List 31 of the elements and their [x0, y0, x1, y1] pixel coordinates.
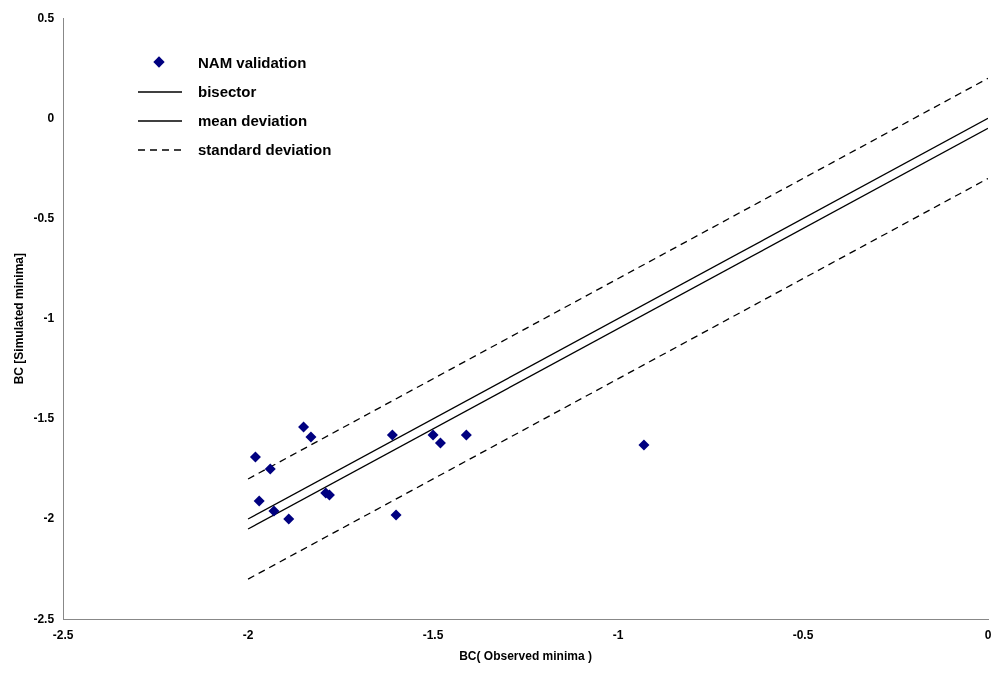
y-tick-label: -1.5	[33, 411, 55, 426]
x-tick-label: -0.5	[792, 627, 814, 642]
y-tick-label: -2.5	[33, 611, 55, 626]
point	[249, 451, 261, 463]
point	[298, 421, 310, 433]
legend-label: standard deviation	[198, 141, 332, 158]
y-tick-label: -2	[43, 511, 55, 526]
legend-label: mean deviation	[198, 112, 308, 129]
legend-label: NAM validation	[198, 54, 307, 71]
y-tick-label: -0.5	[33, 210, 55, 225]
x-tick-label: -1.5	[422, 627, 444, 642]
point	[264, 463, 276, 475]
point	[305, 431, 317, 443]
x-axis-title: BC( Observed minima )	[459, 649, 592, 664]
point	[268, 505, 280, 517]
y-axis-title: BC [Simulated minima]	[11, 253, 26, 385]
y-tick-label: 0.5	[37, 10, 55, 25]
legend-label: bisector	[198, 83, 257, 100]
x-tick-label: 0	[984, 627, 992, 642]
point	[427, 429, 439, 441]
y-tick-label: 0	[47, 110, 55, 125]
y-tick-label: -1	[43, 311, 55, 326]
point	[460, 429, 472, 441]
point	[638, 439, 650, 451]
x-tick-label: -2	[242, 627, 254, 642]
point	[434, 437, 446, 449]
point	[253, 495, 265, 507]
x-tick-label: -1	[612, 627, 624, 642]
point	[386, 429, 398, 441]
point	[390, 509, 402, 521]
point	[283, 513, 295, 525]
